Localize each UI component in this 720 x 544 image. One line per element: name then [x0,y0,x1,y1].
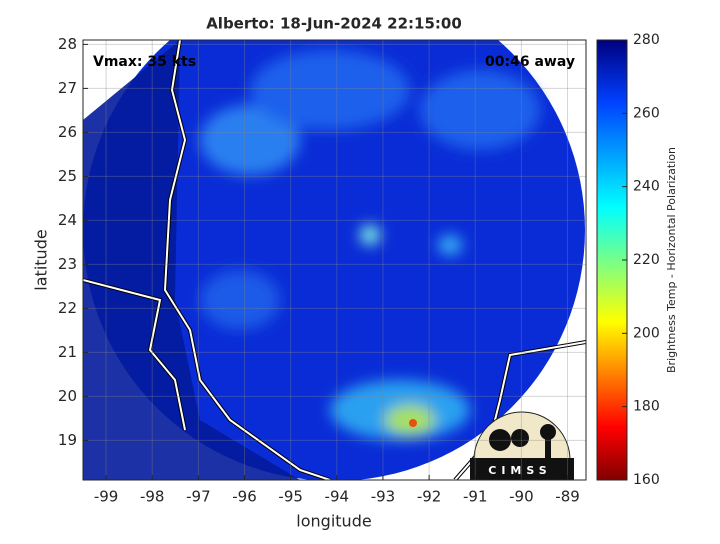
land-cold [83,40,300,480]
x-tick-label: -93 [371,488,396,506]
colorbar-tick-label: 180 [633,399,660,415]
x-axis-label: longitude [296,512,371,531]
y-tick-label: 24 [58,211,77,229]
hot-spot [409,419,417,427]
x-tick-label: -95 [278,488,303,506]
y-tick-label: 22 [58,299,77,317]
x-tick-label: -92 [417,488,442,506]
x-tick-label: -96 [232,488,257,506]
clouds [200,50,540,440]
x-tick-label: -94 [325,488,350,506]
y-tick-label: 19 [58,431,77,449]
colorbar-tick-label: 280 [633,32,660,48]
cimss-logo: CIMSS [470,411,574,480]
plot-frame [82,39,587,481]
colorbar-tick-label: 200 [633,325,660,341]
y-tick-label: 21 [58,343,77,361]
colorbar-tick-label: 240 [633,179,660,195]
x-tick-label: -91 [463,488,488,506]
x-tick-label: -99 [94,488,119,506]
grid [83,40,586,480]
colorbar-tick-label: 220 [633,252,660,268]
time-label: 00:46 away [485,54,575,70]
y-tick-label: 20 [58,387,77,405]
colorbar-tick-label: 260 [633,105,660,121]
logo-text: CIMSS [488,464,551,477]
colorbar-label: Brightness Temp - Horizontal Polarizatio… [665,147,678,373]
y-tick-label: 28 [58,35,77,53]
x-tick-label: -90 [509,488,534,506]
y-tick-label: 23 [58,255,77,273]
x-tick-label: -89 [555,488,580,506]
vmax-label: Vmax: 35 kts [93,54,196,70]
y-tick-label: 25 [58,167,77,185]
colorbar-tick-label: 160 [633,472,660,488]
y-axis-label: latitude [32,229,51,290]
y-tick-label: 26 [58,123,77,141]
x-tick-label: -98 [140,488,165,506]
x-tick-label: -97 [186,488,211,506]
chart-title: Alberto: 18-Jun-2024 22:15:00 [206,15,462,33]
y-tick-label: 27 [58,79,77,97]
image: CIMSS [83,40,586,480]
